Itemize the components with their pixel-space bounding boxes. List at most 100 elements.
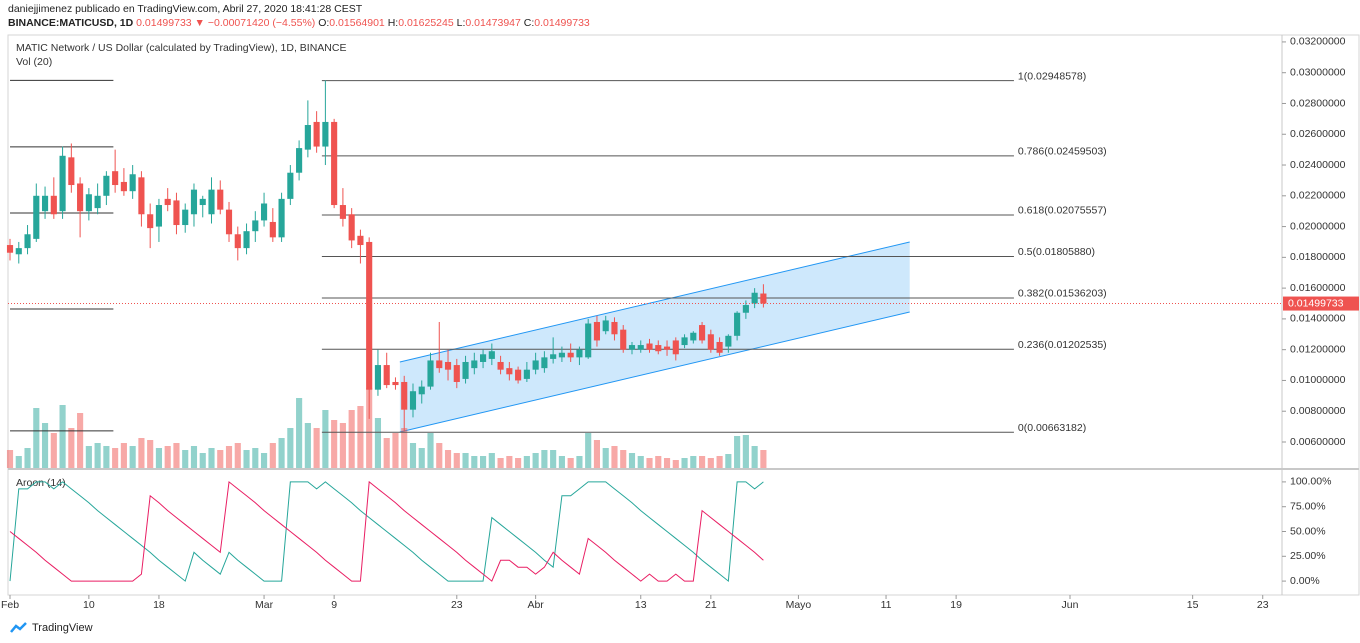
candle-body <box>593 321 601 341</box>
header: daniejjimenez publicado en TradingView.c… <box>8 2 590 30</box>
y-tick-label: 0.02400000 <box>1290 159 1346 171</box>
candle-body <box>348 214 355 241</box>
footer: TradingView <box>10 622 93 634</box>
candle-body <box>550 354 557 359</box>
candle-body <box>33 195 40 239</box>
volume-bar <box>313 428 320 468</box>
volume-bar <box>567 458 574 468</box>
candle-body <box>322 121 329 147</box>
volume-bar <box>77 413 84 468</box>
y-tick-label: 75.00% <box>1290 500 1326 512</box>
volume-bar <box>6 450 14 468</box>
candle-body <box>585 323 592 358</box>
volume-bar <box>41 423 49 468</box>
volume-bar <box>453 453 460 468</box>
footer-text: TradingView <box>32 622 93 634</box>
volume-bar <box>164 446 171 468</box>
volume-bar <box>418 448 425 468</box>
candle-body <box>94 195 101 209</box>
volume-bar <box>94 443 101 468</box>
volume-bar <box>138 438 145 468</box>
candle-body <box>234 234 241 249</box>
volume-bar <box>15 456 22 468</box>
y-tick-label: 0.01600000 <box>1290 282 1346 294</box>
x-tick-label: Jun <box>1062 599 1079 611</box>
x-tick-label: 21 <box>705 599 717 611</box>
candle-body <box>383 365 390 386</box>
candle-body <box>208 189 215 215</box>
volume-bar <box>523 456 530 468</box>
candle-body <box>471 360 478 369</box>
candle-body <box>225 209 233 235</box>
candle-body <box>392 381 399 386</box>
x-tick-label: Mayo <box>786 599 812 611</box>
volume-bar <box>287 428 294 468</box>
candle-body <box>339 205 346 219</box>
ohlc-key: H: <box>387 17 399 29</box>
volume-bar <box>234 443 241 468</box>
aroon-title: Aroon (14) <box>16 477 66 489</box>
volume-bar <box>357 406 364 468</box>
y-tick-label: 0.02000000 <box>1290 220 1346 232</box>
volume-bar <box>602 448 609 468</box>
volume-bar <box>611 446 618 468</box>
volume-bar <box>620 450 627 468</box>
volume-bar <box>103 446 110 468</box>
candle-body <box>138 177 145 215</box>
candle-body <box>541 357 548 369</box>
volume-bar <box>182 450 189 468</box>
candle-body <box>287 172 294 199</box>
fib-label: 0.236(0.01202535) <box>1018 339 1107 351</box>
candle-body <box>24 234 31 249</box>
candle-body <box>436 360 443 369</box>
candle-body <box>374 365 382 390</box>
candle-body <box>15 248 22 255</box>
volume-bar <box>190 446 198 468</box>
y-tick-label: 0.00600000 <box>1290 436 1346 448</box>
ohlc: O:0.01564901 H:0.01625245 L:0.01473947 C… <box>318 17 590 29</box>
volume-bar <box>173 443 180 468</box>
volume-bar <box>50 433 57 468</box>
candle-body <box>681 337 688 346</box>
candle-body <box>155 205 163 227</box>
volume-bar <box>506 456 513 468</box>
x-tick-label: 23 <box>451 599 463 611</box>
candle-body <box>751 292 758 304</box>
candle-body <box>357 235 364 246</box>
last-price-box <box>1283 296 1359 311</box>
volume-bar <box>734 436 741 468</box>
y-tick-label: 0.01000000 <box>1290 374 1346 386</box>
y-tick-label: 100.00% <box>1290 476 1331 488</box>
volume-bar <box>322 410 329 468</box>
candle-body <box>602 320 609 332</box>
candle-body <box>576 349 583 358</box>
candle-body <box>444 361 452 370</box>
volume-bar <box>304 423 311 468</box>
volume-bar <box>199 453 206 468</box>
y-tick-label: 0.01200000 <box>1290 343 1346 355</box>
volume-bar <box>471 456 478 468</box>
x-tick-label: 13 <box>635 599 647 611</box>
candle-body <box>742 305 749 313</box>
y-tick-label: 0.02800000 <box>1290 97 1346 109</box>
volume-bar <box>751 446 758 468</box>
candle-body <box>427 360 434 387</box>
x-tick-label: 10 <box>83 599 95 611</box>
candle-body <box>199 198 206 206</box>
candle-body <box>409 391 417 410</box>
volume-bar <box>33 408 40 468</box>
volume-bar <box>155 448 163 468</box>
y-tick-label: 0.03000000 <box>1290 66 1346 78</box>
candle-body <box>252 220 259 232</box>
y-tick-label: 0.00800000 <box>1290 405 1346 417</box>
candle-body <box>401 381 408 410</box>
candle-body <box>716 341 723 353</box>
volume-bar <box>383 438 390 468</box>
volume-title: Vol (20) <box>16 56 52 68</box>
candle-body <box>6 245 14 253</box>
candle-body <box>190 189 198 215</box>
volume-bar <box>260 453 268 468</box>
candle-body <box>418 386 425 395</box>
candle-body <box>41 195 49 212</box>
aroon-line <box>9 480 764 582</box>
